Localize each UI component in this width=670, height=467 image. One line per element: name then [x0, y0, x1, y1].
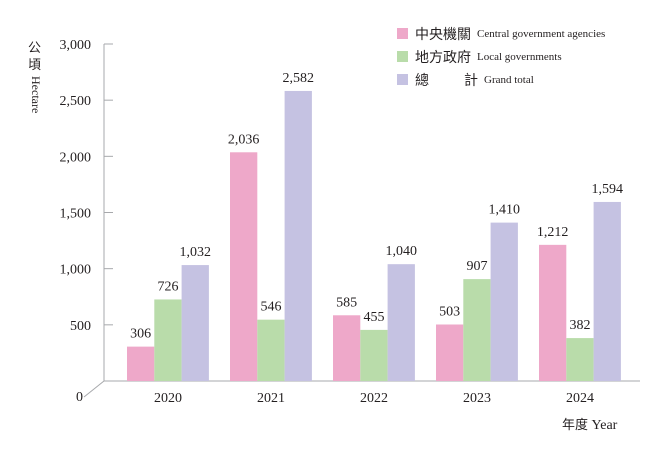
bar-value-label: 2,036 [228, 132, 260, 147]
bar-value-label: 382 [569, 318, 590, 333]
x-tick-label: 2022 [360, 391, 388, 406]
bar [154, 299, 182, 381]
y-axis-title-zh-1: 公 [28, 41, 42, 56]
bar [360, 329, 388, 381]
y-tick-label: 2,000 [60, 150, 92, 165]
bar-value-label: 585 [336, 295, 357, 310]
legend-label-en: Central government agencies [477, 27, 606, 40]
legend-swatch-central [397, 28, 408, 39]
bar-value-label: 503 [439, 304, 460, 319]
x-tick-label: 2021 [257, 391, 285, 406]
x-axis-title: 年度 Year [562, 414, 617, 434]
bar [566, 338, 594, 381]
x-tick-label: 2020 [154, 391, 182, 406]
bar [284, 90, 312, 382]
legend-label-zh: 地方政府 [415, 49, 471, 66]
y-axis-title-en: Hectare [29, 76, 43, 114]
legend-label-zh-left: 總 [415, 72, 429, 89]
legend-label-zh: 中央機關 [415, 26, 471, 43]
legend-label-en: Grand total [484, 73, 534, 86]
legend-swatch-local [397, 51, 408, 62]
y-axis-title: 公 頃 Hectare [28, 40, 44, 113]
axis-corner-line [83, 380, 105, 398]
y-tick-label: 500 [70, 319, 91, 334]
x-axis-title-en: Year [591, 418, 618, 433]
bar [593, 201, 621, 381]
bar [436, 324, 464, 381]
bar [333, 315, 361, 381]
bar-value-label: 1,032 [180, 245, 212, 260]
bar-value-label: 726 [157, 279, 178, 294]
bar [387, 264, 415, 381]
legend-item-total: 總計 Grand total [397, 68, 605, 91]
legend-item-central: 中央機關 Central government agencies [397, 22, 605, 45]
bar [181, 265, 209, 381]
x-axis-title-zh: 年度 [562, 418, 589, 433]
bar-value-label: 546 [260, 300, 281, 315]
bar [463, 279, 491, 381]
bar-value-label: 1,040 [386, 244, 418, 259]
legend-label-zh: 總計 [415, 70, 478, 90]
bar [490, 222, 518, 381]
legend-label-en: Local governments [477, 50, 562, 63]
bar [230, 152, 258, 381]
legend-item-local: 地方政府 Local governments [397, 45, 605, 68]
bar-value-label: 1,594 [592, 182, 624, 197]
bar-value-label: 907 [466, 259, 487, 274]
bars [127, 90, 621, 382]
y-tick-label: 3,000 [60, 38, 92, 53]
bar-value-label: 1,212 [537, 225, 569, 240]
legend-label-zh-right: 計 [464, 72, 478, 89]
bar-value-label: 1,410 [489, 203, 521, 218]
bar-value-label: 455 [363, 310, 384, 325]
x-tick-label: 2024 [566, 391, 594, 406]
legend: 中央機關 Central government agencies 地方政府 Lo… [397, 22, 605, 91]
y-tick-label: 0 [76, 390, 83, 405]
bar [127, 346, 155, 381]
y-tick-label: 1,500 [60, 207, 92, 222]
legend-swatch-total [397, 74, 408, 85]
axes: 0 500 1,000 1,500 2,000 2,500 3,000 2020 2021 202… [60, 38, 640, 406]
bar [257, 319, 285, 381]
y-tick-label: 2,500 [60, 94, 92, 109]
y-axis-title-zh-2: 頃 [28, 58, 42, 73]
x-tick-label: 2023 [463, 391, 491, 406]
bar-value-label: 2,582 [283, 71, 315, 86]
y-tick-label: 1,000 [60, 263, 92, 278]
bar [539, 244, 567, 381]
bar-value-label: 306 [130, 327, 151, 342]
value-labels: 306 726 1,032 2,036 546 2,582 585 455 1,040 503 90… [130, 71, 623, 342]
